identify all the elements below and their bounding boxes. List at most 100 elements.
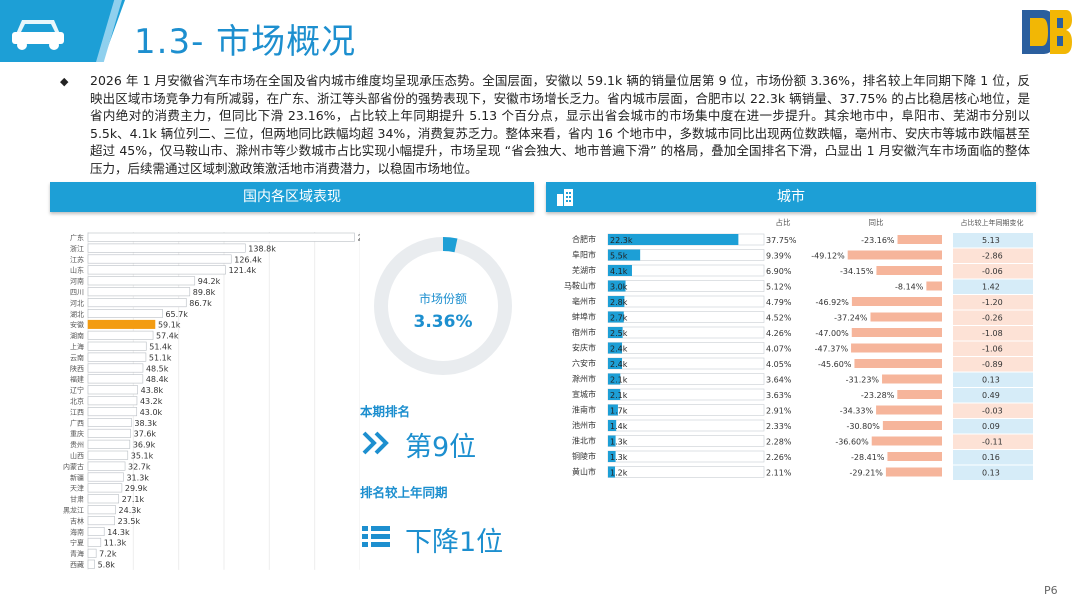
province-bar xyxy=(87,472,124,482)
city-volume-bar xyxy=(608,466,616,478)
bullet-diamond-icon: ◆ xyxy=(60,75,69,88)
city-share-label: 2.26% xyxy=(766,453,792,462)
city-volume-label: 2.1k xyxy=(610,376,628,385)
city-label: 安庆市 xyxy=(572,343,596,353)
city-yoy-bar xyxy=(882,374,942,384)
city-label: 淮北市 xyxy=(572,436,596,446)
city-volume-track xyxy=(607,342,765,354)
province-value-label: 35.1k xyxy=(131,452,154,461)
province-value-label: 86.7k xyxy=(189,299,212,308)
province-label: 广西 xyxy=(70,418,84,427)
province-bar xyxy=(87,537,102,547)
city-yoy-bar xyxy=(887,452,942,461)
city-yoy-bar xyxy=(897,235,942,244)
province-bar-chart: 广东 235.1k 浙江 138.8k 江苏 126.4k 山东 121.4k 河南 94.2k 四… xyxy=(63,232,360,570)
city-volume-label: 2.1k xyxy=(610,391,628,400)
rank-label: 本期排名 xyxy=(360,404,411,419)
city-share-change-cell xyxy=(953,450,1033,465)
city-volume-label: 1.7k xyxy=(610,407,628,416)
column-header: 占比 xyxy=(776,217,791,227)
province-bar xyxy=(87,407,138,417)
city-share-change-label: -0.26 xyxy=(982,314,1003,323)
province-label: 重庆 xyxy=(70,429,84,438)
city-yoy-label: -46.92% xyxy=(816,298,850,307)
province-bar xyxy=(87,319,156,329)
province-label: 湖南 xyxy=(70,331,84,340)
province-label: 广东 xyxy=(70,233,84,242)
province-bar xyxy=(87,548,97,558)
city-share-label: 3.63% xyxy=(766,391,792,400)
city-yoy-bar xyxy=(876,405,942,415)
city-volume-track xyxy=(607,450,765,463)
province-bar xyxy=(87,341,147,351)
share-value: 3.36% xyxy=(413,312,473,332)
province-bar xyxy=(87,276,196,286)
province-bar xyxy=(87,309,163,319)
province-label: 内蒙古 xyxy=(63,462,84,471)
city-label: 六安市 xyxy=(572,358,596,368)
city-share-change-label: 0.09 xyxy=(982,422,1000,431)
province-value-label: 51.4k xyxy=(149,343,172,352)
city-share-change-label: -0.03 xyxy=(982,407,1003,416)
province-bar xyxy=(87,461,126,471)
province-value-label: 94.2k xyxy=(198,277,221,286)
city-label: 亳州市 xyxy=(572,296,596,306)
province-label: 天津 xyxy=(70,485,84,493)
province-value-label: 31.3k xyxy=(126,473,149,482)
city-share-change-cell xyxy=(953,388,1033,403)
list-icon xyxy=(362,526,390,547)
panel-header-cities: 城市 xyxy=(546,182,1036,212)
province-label: 青海 xyxy=(70,549,84,558)
city-yoy-label: -28.41% xyxy=(851,453,885,462)
province-label: 江西 xyxy=(70,408,84,416)
city-label: 淮南市 xyxy=(572,405,596,415)
city-label: 合肥市 xyxy=(572,234,596,244)
city-yoy-label: -23.16% xyxy=(861,236,895,245)
city-volume-bar xyxy=(608,311,624,323)
province-label: 北京 xyxy=(70,397,84,406)
city-volume-track xyxy=(607,357,765,370)
city-volume-label: 2.4k xyxy=(610,360,628,369)
city-yoy-bar xyxy=(851,328,942,337)
province-label: 安徽 xyxy=(70,320,84,329)
province-label: 福建 xyxy=(70,375,84,384)
city-volume-bar xyxy=(608,435,616,447)
province-label: 山东 xyxy=(70,266,84,275)
city-volume-track xyxy=(607,404,765,416)
province-value-label: 14.3k xyxy=(107,528,130,537)
city-yoy-bar xyxy=(882,421,942,430)
province-bar xyxy=(87,243,246,253)
city-share-label: 2.11% xyxy=(766,469,792,478)
double-chevron-icon xyxy=(362,431,389,455)
city-yoy-label: -45.60% xyxy=(818,360,852,369)
province-value-label: 51.1k xyxy=(149,353,172,362)
province-bar xyxy=(87,265,226,275)
city-volume-track xyxy=(607,419,765,432)
city-yoy-bar xyxy=(885,467,942,477)
province-bar xyxy=(87,232,355,242)
city-share-change-label: -0.89 xyxy=(982,360,1003,369)
city-yoy-label: -49.12% xyxy=(811,252,845,261)
summary-paragraph: 2026 年 1 月安徽省汽车市场在全国及省内城市维度均呈现承压态势。全国层面，… xyxy=(90,73,1030,176)
city-volume-label: 5.5k xyxy=(610,252,628,261)
city-share-change-label: 5.13 xyxy=(982,236,1000,245)
province-value-label: 48.5k xyxy=(146,364,169,373)
province-label: 江苏 xyxy=(70,255,84,264)
city-share-label: 4.26% xyxy=(766,329,792,338)
city-share-change-label: -1.06 xyxy=(982,345,1003,354)
city-yoy-label: -34.15% xyxy=(840,267,874,276)
city-volume-label: 1.3k xyxy=(610,438,628,447)
city-yoy-label: -47.37% xyxy=(815,345,849,354)
market-share-donut xyxy=(374,237,512,375)
city-volume-label: 1.3k xyxy=(610,453,628,462)
province-value-label: 65.7k xyxy=(165,310,188,319)
city-label: 池州市 xyxy=(572,420,596,430)
province-label: 新疆 xyxy=(70,473,84,482)
city-share-change-cell xyxy=(953,341,1033,356)
province-bar xyxy=(87,559,95,569)
city-label: 宿州市 xyxy=(572,327,596,337)
rank-change-value: 下降1位 xyxy=(405,527,504,558)
city-yoy-label: -47.00% xyxy=(815,329,849,338)
city-yoy-label: -30.80% xyxy=(846,422,880,431)
province-value-label: 29.9k xyxy=(125,484,148,493)
